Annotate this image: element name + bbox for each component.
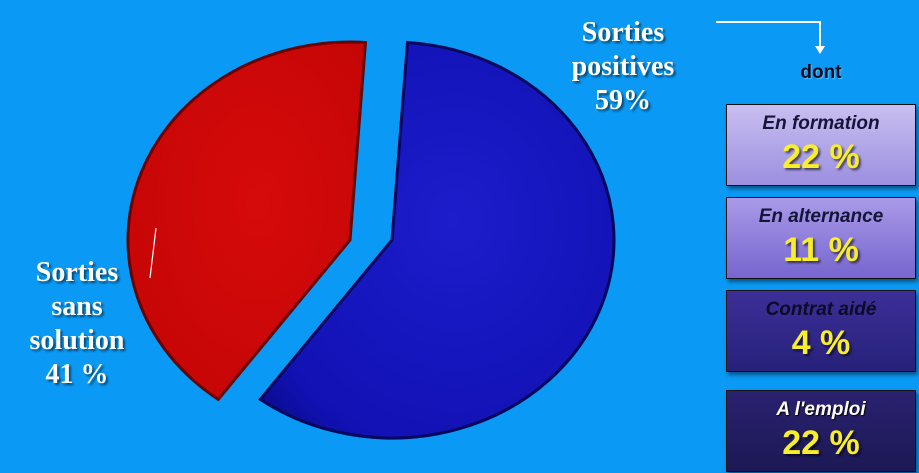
slice-label-positive-line2: positives (571, 51, 675, 82)
breakdown-value: 4 % (791, 324, 851, 362)
breakdown-label: En alternance (758, 206, 884, 227)
breakdown-box-contrat-aide: Contrat aidé 4 % (726, 290, 916, 372)
breakdown-box-alternance: En alternance 11 % (726, 197, 916, 279)
breakdown-value: 22 % (782, 424, 860, 462)
breakdown-value: 11 % (783, 231, 859, 269)
breakdown-value: 22 % (782, 138, 860, 176)
breakdown-box-emploi: A l'emploi 22 % (726, 390, 916, 472)
breakdown-box-formation: En formation 22 % (726, 104, 916, 186)
pie-slice-no-solution (126, 40, 368, 402)
slice-label-positive-line1: Sorties (581, 17, 665, 48)
slice-label-no-solution-line1: Sorties (35, 257, 119, 288)
slice-label-no-solution-value: 41 % (45, 359, 109, 390)
slice-label-positive-value: 59% (595, 85, 651, 116)
slice-label-no-solution-line2: sans (51, 291, 103, 322)
slice-label-positive: Sorties positives 59% (548, 16, 698, 118)
breakdown-title: dont (800, 62, 842, 83)
breakdown-label: En formation (762, 113, 880, 134)
connector-line-positive (716, 21, 821, 48)
pie-slice-positive (258, 40, 616, 440)
connector-line-no-solution (149, 227, 157, 279)
slice-label-no-solution-line3: solution (29, 325, 125, 356)
slice-label-no-solution: Sorties sans solution 41 % (4, 256, 150, 392)
breakdown-label: A l'emploi (776, 399, 866, 420)
connector-arrowhead (815, 46, 825, 54)
breakdown-label: Contrat aidé (765, 299, 877, 320)
